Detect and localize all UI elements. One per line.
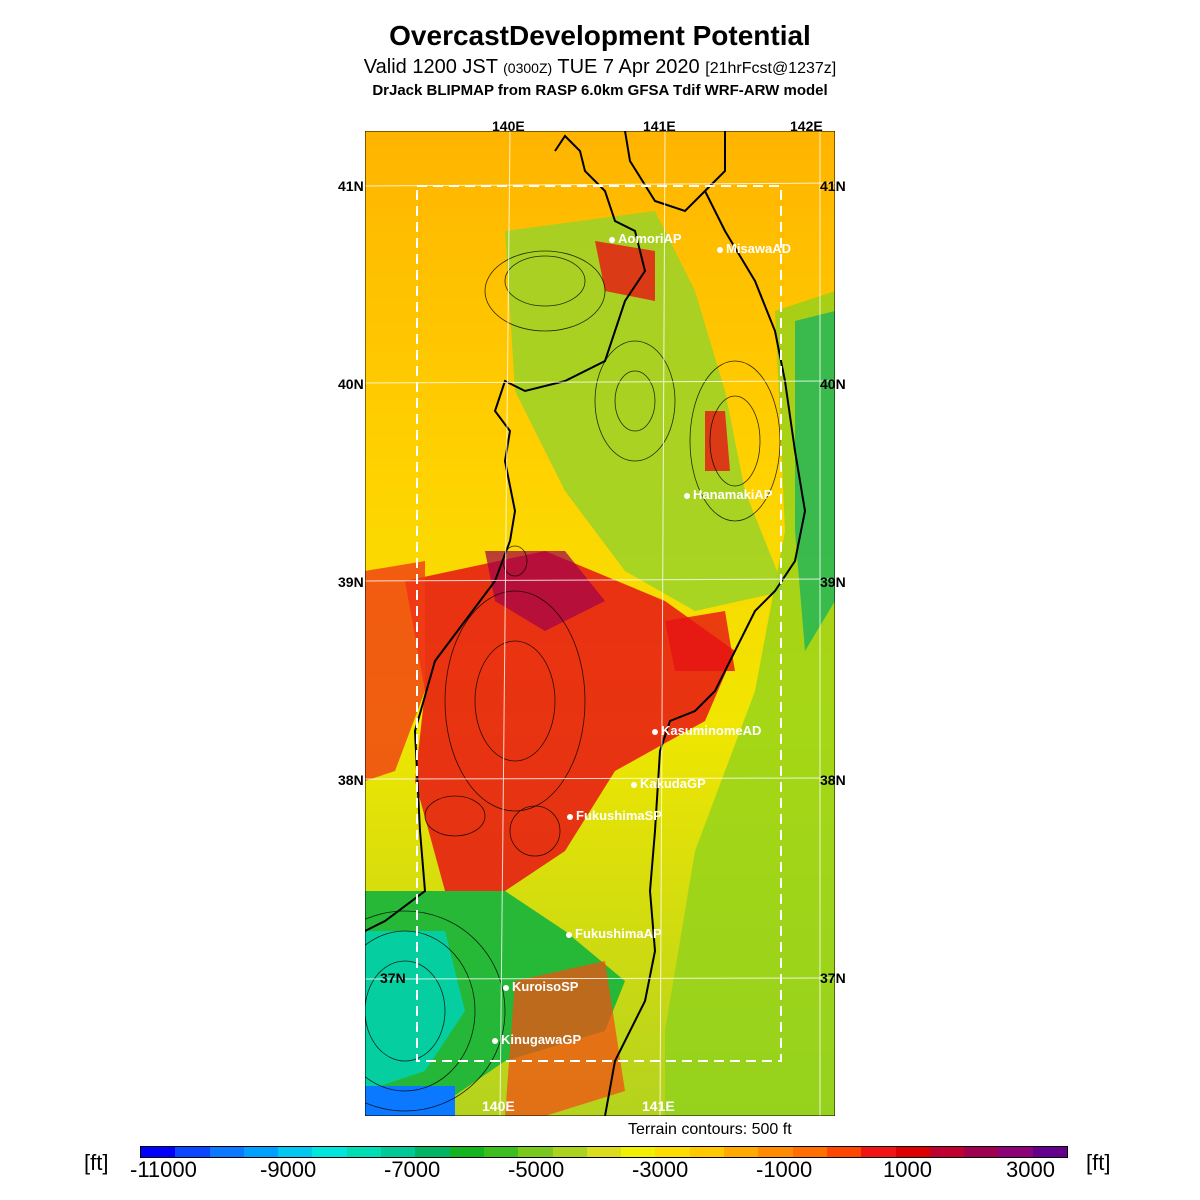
west-red-zone	[365, 561, 425, 781]
station-marker-icon	[503, 984, 509, 991]
colorbar-swatch	[826, 1147, 862, 1157]
valid-date: TUE 7 Apr 2020	[557, 56, 700, 78]
colorbar-swatch	[449, 1147, 484, 1157]
station-marker-icon	[609, 236, 615, 243]
station-fukushimaap: FukushimaAP	[566, 926, 662, 941]
map-title: OvercastDevelopment Potential	[389, 20, 811, 51]
colorbar-swatch	[209, 1147, 244, 1157]
colorbar-swatch	[964, 1147, 999, 1157]
valid-time: Valid 1200 JST	[363, 56, 498, 78]
colorbar-swatch	[552, 1147, 587, 1157]
colorbar-swatch	[655, 1147, 690, 1157]
lat-label-40n-right: 40N	[820, 376, 846, 392]
terrain-contour-note: Terrain contours: 500 ft	[628, 1121, 792, 1138]
forecast-map	[365, 131, 835, 1116]
colorbar-unit-right: [ft]	[1086, 1150, 1111, 1175]
colorbar-swatch	[518, 1147, 553, 1157]
coastal-low-field	[795, 311, 835, 651]
lon-label-142e-top: 142E	[790, 118, 823, 134]
red-development-zone	[405, 551, 735, 891]
zulu-time: (0300Z)	[503, 60, 553, 76]
station-marker-icon	[717, 246, 723, 253]
station-misawaad: MisawaAD	[717, 241, 791, 256]
purple-core	[485, 551, 605, 631]
lat-label-39n-left: 39N	[338, 574, 364, 590]
lon-label-140e-bottom: 140E	[482, 1098, 515, 1114]
lat-label-41n-right: 41N	[820, 178, 846, 194]
colorbar-swatch	[278, 1147, 313, 1157]
colorbar-swatch	[724, 1147, 759, 1157]
lat-label-37n-left: 37N	[380, 970, 406, 986]
colorbar-swatch	[621, 1147, 656, 1157]
colorbar-swatch	[929, 1147, 965, 1157]
lon-label-141e-bottom: 141E	[642, 1098, 675, 1114]
station-marker-icon	[566, 931, 572, 938]
colorbar-swatch	[792, 1147, 827, 1157]
inner-domain-box	[416, 185, 782, 1062]
lon-label-140e-top: 140E	[492, 118, 525, 134]
station-hanamakiap: HanamakiAP	[684, 487, 772, 502]
colorbar-tick: -11000	[130, 1157, 197, 1182]
lat-label-39n-right: 39N	[820, 574, 846, 590]
station-fukushimasp: FukushimaSP	[567, 808, 662, 823]
lat-label-37n-right: 37N	[820, 970, 846, 986]
colorbar-swatch	[381, 1147, 416, 1157]
station-marker-icon	[684, 492, 690, 499]
station-marker-icon	[492, 1037, 498, 1044]
colorbar-swatch	[483, 1147, 519, 1157]
station-kasuminomead: KasuminomeAD	[652, 723, 761, 738]
station-kakudagp: KakudaGP	[631, 776, 706, 791]
colorbar-swatch	[141, 1147, 176, 1157]
colorbar-swatch	[1032, 1147, 1068, 1157]
coast-red-patch	[665, 611, 735, 671]
colorbar-swatch	[312, 1147, 347, 1157]
colorbar-unit-left: [ft]	[84, 1150, 109, 1175]
terrain-contours	[365, 250, 781, 1112]
northern-green-field	[505, 211, 785, 611]
southwest-blue-field	[365, 1086, 455, 1116]
colorbar-tick: 3000	[1006, 1157, 1055, 1182]
southwest-cyan-field	[365, 931, 465, 1091]
lat-label-41n-left: 41N	[338, 178, 364, 194]
colorbar-tick: -9000	[260, 1157, 317, 1182]
lon-label-141e-top: 141E	[643, 118, 676, 134]
colorbar-swatch	[346, 1147, 382, 1157]
station-marker-icon	[631, 781, 637, 788]
lat-lon-grid	[365, 131, 835, 1116]
colorbar-tick: 1000	[883, 1157, 932, 1182]
colorbar-tick: -5000	[508, 1157, 565, 1182]
station-aomoriap: AomoriAP	[609, 231, 682, 246]
colorbar-swatch	[243, 1147, 279, 1157]
colorbar-tick: -1000	[756, 1157, 813, 1182]
station-marker-icon	[567, 813, 573, 820]
station-kuroisosp: KuroisoSP	[503, 979, 578, 994]
colorbar-swatch	[689, 1147, 725, 1157]
valid-time-line: Valid 1200 JST (0300Z) TUE 7 Apr 2020 [2…	[0, 56, 1200, 79]
north-red-patch	[595, 241, 655, 301]
colorbar-tick: -7000	[384, 1157, 441, 1182]
forecast-info: [21hrFcst@1237z]	[705, 60, 837, 77]
colorbar-tick: -3000	[632, 1157, 689, 1182]
lat-label-38n-right: 38N	[820, 772, 846, 788]
south-red-patch	[505, 961, 625, 1116]
colorbar-swatch	[895, 1147, 930, 1157]
station-marker-icon	[652, 728, 658, 735]
colorbar-swatch	[998, 1147, 1033, 1157]
model-description: DrJack BLIPMAP from RASP 6.0km GFSA Tdif…	[372, 82, 828, 99]
colorbar-swatch	[415, 1147, 450, 1157]
lat-label-38n-left: 38N	[338, 772, 364, 788]
colorbar	[140, 1146, 1068, 1158]
colorbar-swatch	[861, 1147, 896, 1157]
station-kinugawagp: KinugawaGP	[492, 1032, 581, 1047]
east-field	[665, 291, 835, 1116]
lat-label-40n-left: 40N	[338, 376, 364, 392]
colorbar-swatch	[175, 1147, 210, 1157]
colorbar-swatch	[758, 1147, 793, 1157]
colorbar-swatch	[586, 1147, 622, 1157]
